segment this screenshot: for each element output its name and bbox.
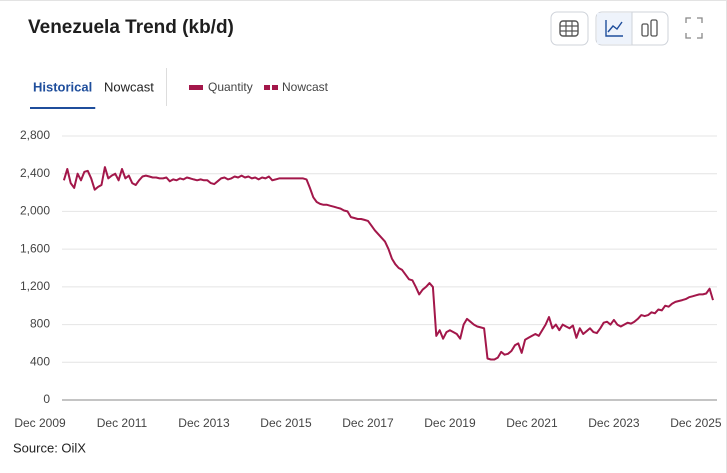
- bar-icon: [650, 19, 658, 37]
- x-tick-label: Dec 2025: [670, 416, 722, 430]
- y-tick-label: 800: [30, 317, 50, 331]
- tab[interactable]: Historical: [33, 79, 92, 94]
- x-tick-label: Dec 2021: [506, 416, 558, 430]
- y-tick-label: 2,000: [20, 204, 50, 218]
- y-tick-label: 400: [30, 354, 50, 368]
- line-series: [62, 166, 714, 361]
- legend-label[interactable]: Nowcast: [282, 80, 329, 94]
- title: Venezuela Trend (kb/d): [28, 17, 234, 38]
- x-tick-label: Dec 2019: [424, 416, 476, 430]
- x-tick-label: Dec 2015: [260, 416, 312, 430]
- table-icon-grid: [560, 21, 578, 36]
- legend-swatch: [272, 85, 278, 90]
- toolbar: [550, 11, 703, 46]
- legend-swatch: [189, 85, 203, 90]
- tab[interactable]: Nowcast: [104, 79, 154, 94]
- y-tick-label: 1,600: [20, 241, 50, 255]
- x-tick-label: Dec 2009: [14, 416, 66, 430]
- legend-label[interactable]: Quantity: [208, 80, 253, 94]
- table-button[interactable]: [550, 11, 589, 46]
- y-tick-label: 2,400: [20, 166, 50, 180]
- source: Source: OilX: [13, 440, 86, 455]
- legend-swatch: [264, 85, 270, 90]
- y-tick-label: 1,200: [20, 279, 50, 293]
- expand-button[interactable]: [685, 17, 703, 39]
- x-tick-label: Dec 2011: [97, 416, 148, 430]
- table-icon: [559, 20, 579, 37]
- y-tick-label: 0: [43, 392, 50, 406]
- bar-icon: [641, 23, 649, 37]
- bar-button[interactable]: [633, 13, 667, 44]
- line-button[interactable]: [597, 13, 632, 44]
- x-tick-label: Dec 2017: [342, 416, 394, 430]
- x-tick-label: Dec 2023: [588, 416, 640, 430]
- x-tick-label: Dec 2013: [178, 416, 230, 430]
- y-tick-label: 2,800: [20, 128, 50, 142]
- line-icon: [605, 20, 623, 37]
